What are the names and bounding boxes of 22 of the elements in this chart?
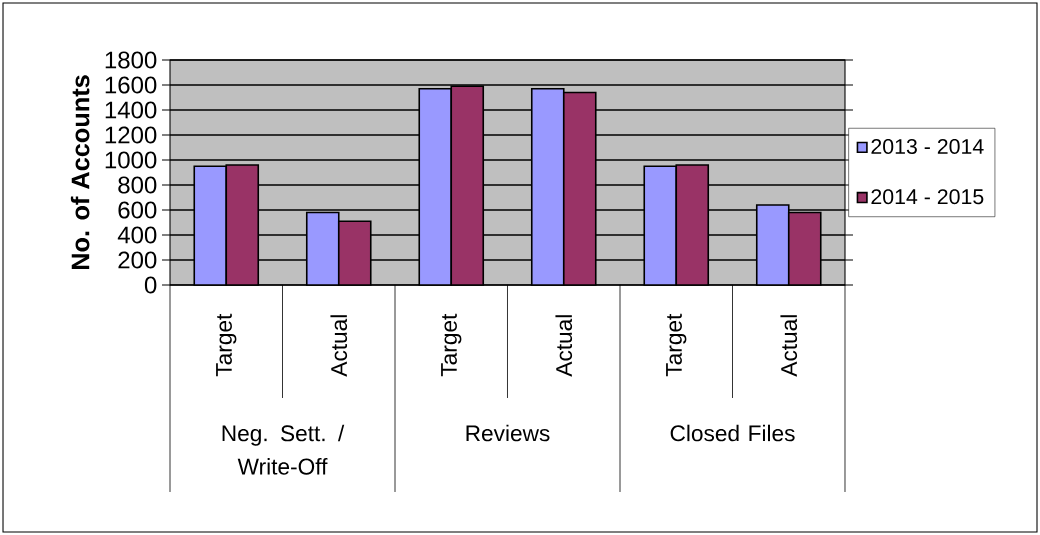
x-tick-label: Target: [216, 313, 237, 377]
y-tick-label: 800: [118, 176, 157, 194]
text: Reviews: [466, 424, 550, 442]
y-tick-label: 200: [118, 251, 157, 269]
x-tick-label: Target: [666, 313, 687, 377]
x-tick-label: Target: [441, 313, 462, 377]
y-tick-label: 1600: [105, 76, 157, 94]
y-axis-title: No. of Accounts: [70, 75, 90, 270]
x-tick-label: Actual: [330, 315, 348, 377]
y-tick-label: 1000: [105, 151, 157, 169]
legend-label: 2013 - 2014: [871, 138, 984, 155]
x-tick-label: Actual: [780, 315, 798, 377]
y-tick-label: 1800: [105, 51, 157, 69]
y-tick-label: 0: [144, 276, 157, 294]
y-tick-label: 400: [117, 226, 157, 244]
text: Neg. Sett. / Write-Off: [222, 424, 345, 475]
x-tick-label: Actual: [555, 315, 573, 377]
y-tick-label: 1200: [105, 126, 157, 144]
y-tick-label: 600: [118, 201, 157, 219]
text: Closed Files: [670, 424, 795, 442]
y-tick-label: 1400: [105, 101, 157, 119]
legend-label: 2014 - 2015: [871, 189, 984, 205]
